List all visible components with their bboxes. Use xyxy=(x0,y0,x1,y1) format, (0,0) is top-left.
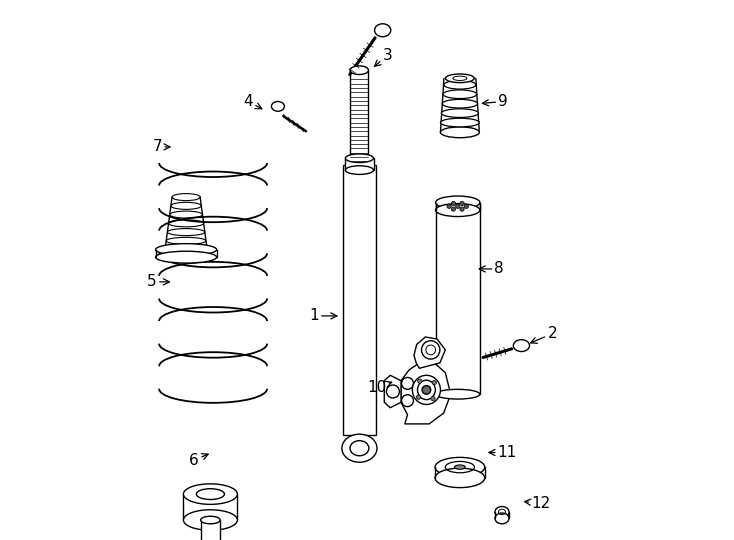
Circle shape xyxy=(418,379,422,383)
Bar xyxy=(200,520,220,540)
Ellipse shape xyxy=(342,434,377,462)
Circle shape xyxy=(401,377,413,389)
Ellipse shape xyxy=(495,513,509,524)
Ellipse shape xyxy=(435,457,484,477)
Ellipse shape xyxy=(435,468,484,488)
Circle shape xyxy=(422,386,431,394)
Circle shape xyxy=(431,396,435,401)
Ellipse shape xyxy=(443,90,476,98)
Ellipse shape xyxy=(418,380,435,400)
Circle shape xyxy=(416,395,421,399)
Circle shape xyxy=(451,201,456,206)
Text: 5: 5 xyxy=(148,274,170,289)
Circle shape xyxy=(460,201,464,206)
Circle shape xyxy=(460,207,464,211)
Ellipse shape xyxy=(440,127,479,138)
Ellipse shape xyxy=(513,340,529,352)
Text: 12: 12 xyxy=(525,496,550,511)
Circle shape xyxy=(421,341,440,359)
Ellipse shape xyxy=(346,154,374,163)
Ellipse shape xyxy=(346,166,374,174)
Circle shape xyxy=(464,204,468,208)
Ellipse shape xyxy=(156,244,217,255)
Bar xyxy=(435,202,480,394)
Ellipse shape xyxy=(184,510,237,530)
Circle shape xyxy=(386,385,399,398)
Ellipse shape xyxy=(444,80,476,89)
Bar xyxy=(346,158,374,170)
Bar xyxy=(350,70,368,165)
Text: 11: 11 xyxy=(489,445,517,460)
Polygon shape xyxy=(401,362,451,424)
Ellipse shape xyxy=(200,516,220,524)
Text: 10: 10 xyxy=(367,380,392,395)
Text: 6: 6 xyxy=(189,453,208,468)
Circle shape xyxy=(456,204,460,208)
Ellipse shape xyxy=(374,24,390,37)
Ellipse shape xyxy=(435,204,480,217)
Polygon shape xyxy=(385,375,401,408)
Text: 7: 7 xyxy=(153,139,170,154)
Text: 1: 1 xyxy=(309,308,337,323)
Ellipse shape xyxy=(440,118,479,127)
Circle shape xyxy=(451,207,456,211)
Text: 2: 2 xyxy=(531,326,557,343)
Ellipse shape xyxy=(272,102,284,111)
Text: 3: 3 xyxy=(374,48,393,66)
Ellipse shape xyxy=(454,465,465,469)
Polygon shape xyxy=(414,337,446,368)
Ellipse shape xyxy=(350,66,368,75)
Text: 9: 9 xyxy=(482,94,508,109)
Ellipse shape xyxy=(442,99,478,108)
Text: 8: 8 xyxy=(479,261,504,276)
Text: 4: 4 xyxy=(244,94,262,109)
Ellipse shape xyxy=(435,196,480,209)
Ellipse shape xyxy=(350,441,369,456)
Ellipse shape xyxy=(184,484,237,504)
Ellipse shape xyxy=(495,507,509,517)
Bar xyxy=(343,165,377,435)
Ellipse shape xyxy=(441,109,479,117)
Circle shape xyxy=(401,395,413,407)
Circle shape xyxy=(447,204,451,208)
Circle shape xyxy=(432,381,437,385)
Ellipse shape xyxy=(413,375,440,404)
Ellipse shape xyxy=(435,389,480,399)
Ellipse shape xyxy=(446,74,474,83)
Ellipse shape xyxy=(156,251,217,263)
